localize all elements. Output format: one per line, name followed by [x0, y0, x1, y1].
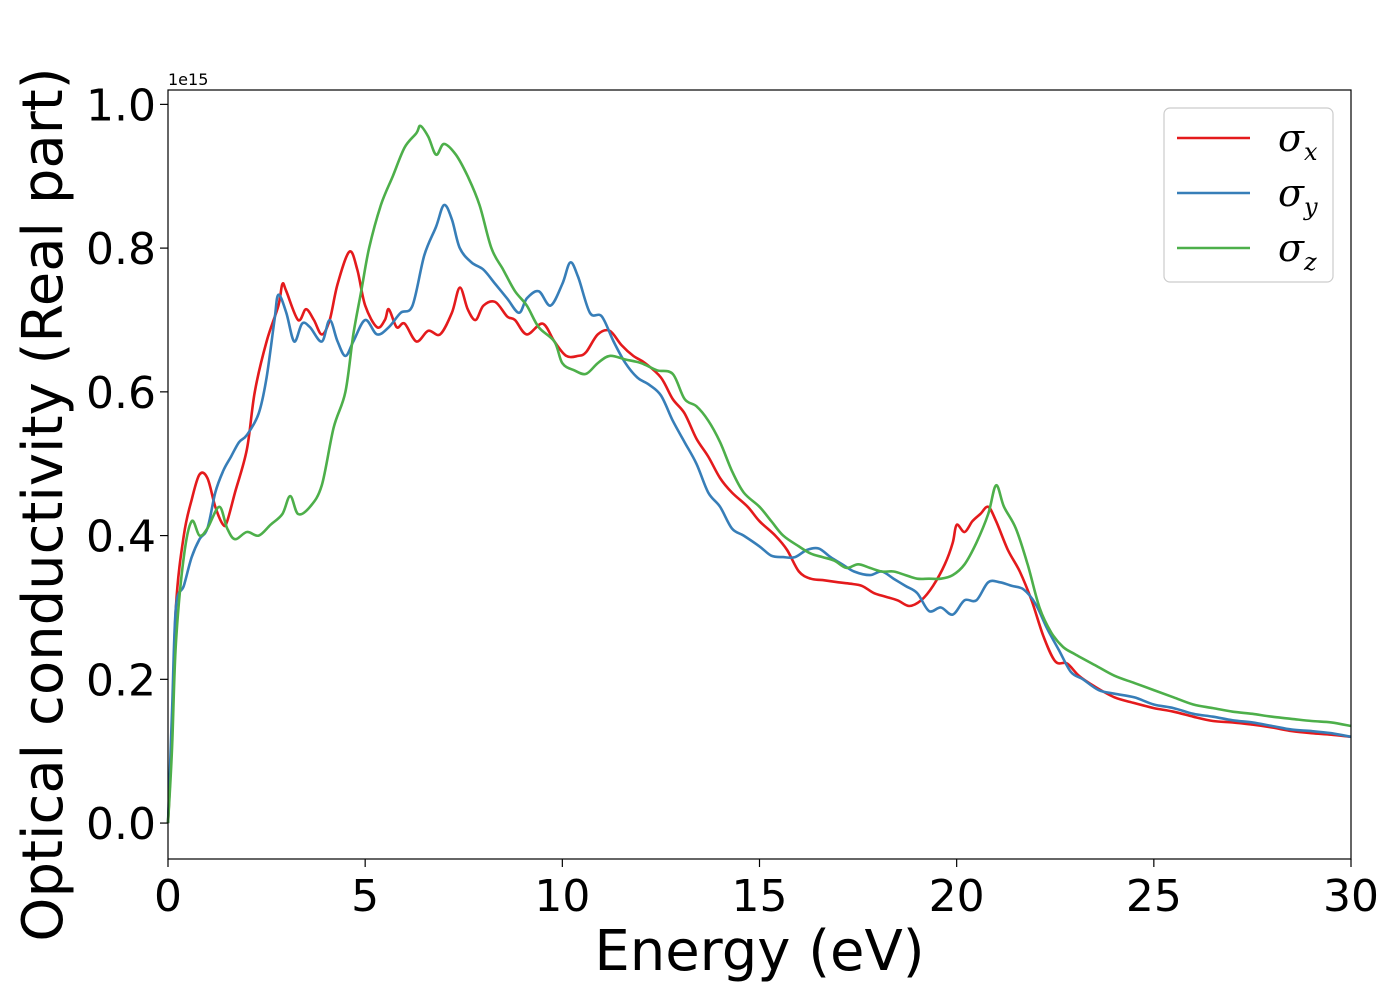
x-tick-label: 30 — [1323, 871, 1379, 922]
x-tick-label: 25 — [1126, 871, 1182, 922]
series-line-x — [166, 250, 1352, 824]
y-tick-label: 0.2 — [86, 655, 156, 706]
x-tick-label: 15 — [732, 871, 788, 922]
x-axis: 0 5 10 15 20 25 30 — [154, 859, 1379, 922]
legend-box — [1163, 107, 1334, 283]
y-tick-label: 0.8 — [86, 224, 156, 275]
legend-label-z: σz — [1278, 226, 1317, 276]
x-tick-label: 0 — [154, 871, 182, 922]
series-line-y — [166, 203, 1352, 824]
y-axis-label: Optical conductivity (Real part) — [11, 67, 76, 941]
y-tick-label: 0.4 — [86, 512, 156, 563]
plot-lines — [166, 124, 1352, 824]
y-tick-label: 1.0 — [86, 80, 156, 131]
y-tick-label: 0.6 — [86, 368, 156, 419]
x-axis-label: Energy (eV) — [594, 919, 924, 984]
y-axis: 0.0 0.2 0.4 0.6 0.8 1.0 — [86, 80, 168, 850]
x-tick-label: 5 — [351, 871, 379, 922]
x-tick-label: 20 — [929, 871, 985, 922]
series-line-z — [166, 124, 1352, 824]
x-tick-label: 10 — [534, 871, 590, 922]
legend-label-y: σy — [1278, 171, 1318, 221]
y-offset-label: 1e15 — [168, 70, 208, 89]
legend-label-x: σx — [1278, 116, 1318, 166]
y-tick-label: 0.0 — [86, 799, 156, 850]
